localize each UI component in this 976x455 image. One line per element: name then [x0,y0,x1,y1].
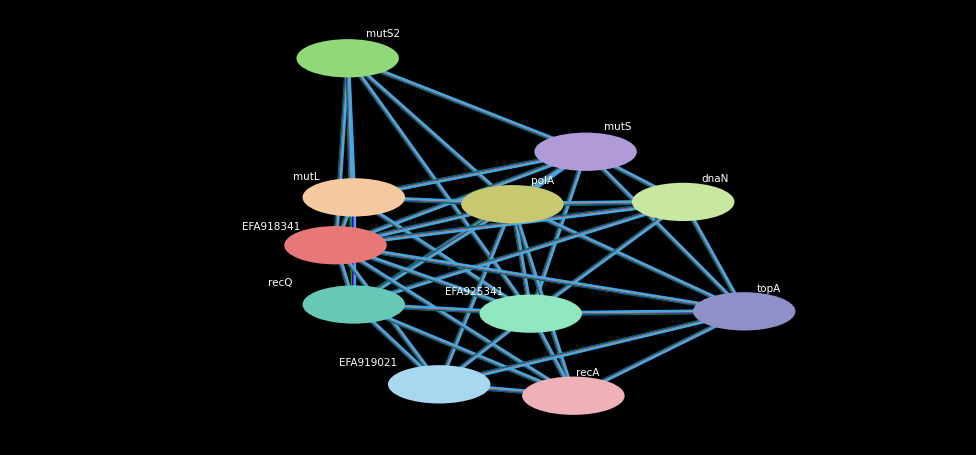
Text: mutS2: mutS2 [366,29,400,39]
Circle shape [303,286,405,324]
Circle shape [303,179,405,217]
Circle shape [534,133,636,172]
Text: polA: polA [531,176,553,186]
Text: recA: recA [576,368,599,378]
Circle shape [479,295,582,333]
Circle shape [522,377,625,415]
Text: EFA918341: EFA918341 [242,221,300,231]
Circle shape [461,186,564,224]
Circle shape [388,365,491,404]
Circle shape [632,183,735,222]
Text: EFA919021: EFA919021 [340,358,397,368]
Text: recQ: recQ [268,278,293,288]
Text: mutL: mutL [293,172,319,182]
Circle shape [297,40,399,78]
Text: mutS: mutS [604,122,631,132]
Text: dnaN: dnaN [702,173,729,183]
Circle shape [693,293,795,331]
Text: topA: topA [756,283,781,293]
Text: EFA925341: EFA925341 [445,287,504,297]
Circle shape [284,227,386,265]
